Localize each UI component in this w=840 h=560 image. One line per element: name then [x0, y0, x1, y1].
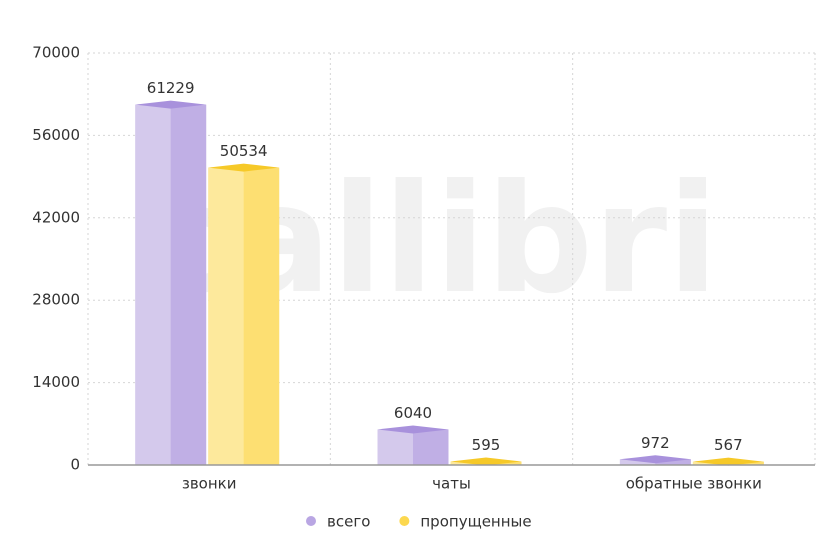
bar-cap [450, 457, 522, 466]
value-label: 567 [714, 436, 743, 454]
bar-shade [655, 459, 691, 465]
y-tick-label: 70000 [32, 44, 80, 62]
value-label: 6040 [394, 404, 432, 422]
y-tick-label: 28000 [32, 291, 80, 309]
value-label: 972 [641, 434, 670, 452]
value-label: 61229 [147, 79, 195, 97]
y-tick-label: 42000 [32, 208, 80, 226]
y-tick-label: 14000 [32, 373, 80, 391]
x-tick-label: обратные звонки [626, 475, 762, 493]
bar-cap [208, 163, 280, 172]
y-tick-label: 0 [70, 456, 80, 474]
bar-shade [413, 429, 449, 465]
x-tick-label: чаты [432, 475, 471, 493]
bar-shade [170, 104, 207, 465]
value-label: 50534 [220, 142, 268, 160]
value-label: 595 [472, 436, 501, 454]
x-tick-label: звонки [182, 475, 237, 493]
legend-marker [399, 516, 410, 526]
y-tick-label: 56000 [32, 126, 80, 144]
legend-marker [306, 516, 316, 526]
bar-shade [243, 167, 280, 465]
bar-cap [619, 455, 691, 464]
bar-cap [692, 457, 764, 466]
legend-label: пропущенные [420, 513, 531, 531]
legend-label: всего [327, 513, 370, 531]
bar-cap [135, 100, 207, 109]
bar-cap [377, 425, 449, 434]
